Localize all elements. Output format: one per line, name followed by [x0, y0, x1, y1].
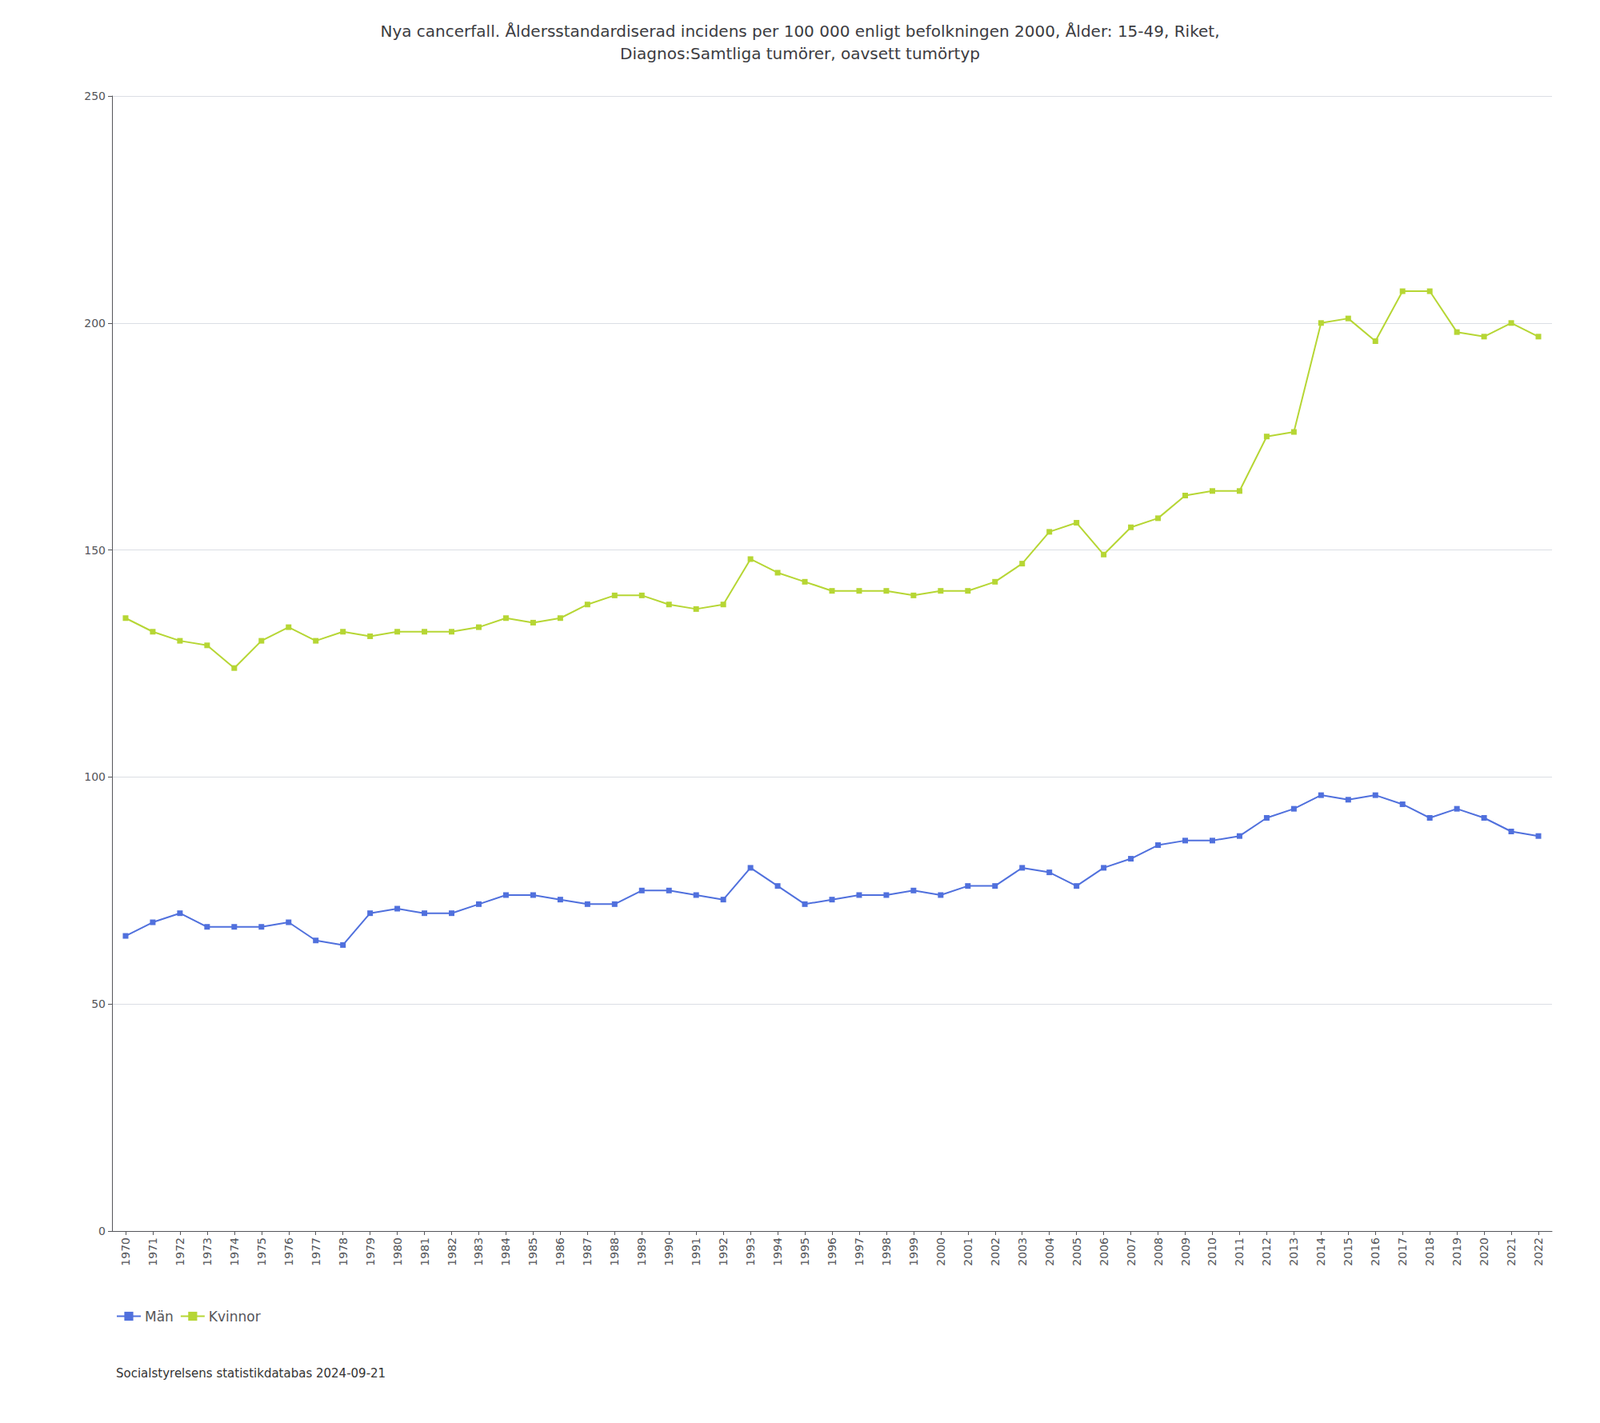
svg-text:1988: 1988: [608, 1237, 621, 1267]
svg-text:2014: 2014: [1314, 1237, 1328, 1267]
svg-text:1975: 1975: [255, 1237, 268, 1267]
svg-text:2012: 2012: [1260, 1237, 1273, 1267]
svg-text:2020: 2020: [1477, 1237, 1491, 1267]
svg-text:1971: 1971: [146, 1237, 160, 1267]
svg-text:2016: 2016: [1368, 1237, 1382, 1267]
svg-text:1989: 1989: [635, 1237, 648, 1267]
svg-text:2000: 2000: [934, 1237, 948, 1267]
svg-text:1997: 1997: [852, 1237, 866, 1267]
svg-text:1980: 1980: [391, 1237, 404, 1267]
svg-text:1992: 1992: [716, 1237, 730, 1267]
svg-text:2021: 2021: [1504, 1237, 1518, 1267]
svg-text:100: 100: [84, 770, 106, 784]
svg-text:1972: 1972: [173, 1237, 187, 1267]
svg-text:Socialstyrelsens statistikdata: Socialstyrelsens statistikdatabas 2024-0…: [116, 1366, 386, 1381]
svg-text:250: 250: [84, 89, 106, 103]
svg-text:2013: 2013: [1287, 1237, 1300, 1267]
svg-text:2006: 2006: [1097, 1237, 1111, 1267]
svg-text:1979: 1979: [364, 1237, 377, 1267]
svg-text:200: 200: [84, 316, 106, 330]
svg-text:2004: 2004: [1043, 1237, 1056, 1267]
svg-text:1983: 1983: [472, 1237, 485, 1267]
svg-text:1996: 1996: [825, 1237, 839, 1267]
svg-text:1977: 1977: [309, 1237, 323, 1267]
svg-text:1987: 1987: [580, 1237, 594, 1267]
svg-text:1981: 1981: [418, 1237, 432, 1267]
svg-text:Män: Män: [144, 1308, 174, 1325]
svg-text:2022: 2022: [1532, 1237, 1545, 1267]
svg-text:1985: 1985: [526, 1237, 540, 1267]
svg-text:1993: 1993: [744, 1237, 757, 1267]
svg-text:1973: 1973: [200, 1237, 214, 1267]
svg-text:2010: 2010: [1205, 1237, 1219, 1267]
svg-text:1991: 1991: [689, 1237, 703, 1267]
svg-text:1976: 1976: [282, 1237, 296, 1267]
svg-text:2015: 2015: [1341, 1237, 1355, 1267]
svg-text:2018: 2018: [1423, 1237, 1436, 1267]
svg-text:1986: 1986: [553, 1237, 567, 1267]
svg-text:1994: 1994: [771, 1237, 784, 1267]
svg-text:2019: 2019: [1450, 1237, 1464, 1267]
svg-text:2009: 2009: [1179, 1237, 1192, 1267]
svg-text:2001: 2001: [961, 1237, 975, 1267]
svg-text:1984: 1984: [499, 1237, 512, 1267]
svg-text:1998: 1998: [880, 1237, 893, 1267]
svg-text:2008: 2008: [1152, 1237, 1165, 1267]
svg-text:50: 50: [91, 997, 106, 1011]
svg-text:2017: 2017: [1396, 1237, 1409, 1267]
svg-text:2003: 2003: [1016, 1237, 1029, 1267]
svg-text:0: 0: [98, 1224, 106, 1238]
svg-text:2005: 2005: [1070, 1237, 1084, 1267]
svg-text:Diagnos:Samtliga tumörer, oavs: Diagnos:Samtliga tumörer, oavsett tumört…: [620, 44, 980, 64]
svg-text:150: 150: [84, 544, 106, 557]
svg-text:1995: 1995: [798, 1237, 812, 1267]
svg-text:2002: 2002: [988, 1237, 1002, 1267]
svg-text:2007: 2007: [1124, 1237, 1138, 1267]
svg-text:1974: 1974: [228, 1237, 241, 1267]
svg-text:Nya cancerfall. Åldersstandard: Nya cancerfall. Åldersstandardiserad inc…: [380, 21, 1220, 41]
svg-text:2011: 2011: [1232, 1237, 1246, 1267]
svg-text:1999: 1999: [907, 1237, 920, 1267]
svg-text:Kvinnor: Kvinnor: [208, 1308, 261, 1325]
svg-text:1982: 1982: [445, 1237, 459, 1267]
svg-text:1990: 1990: [662, 1237, 676, 1267]
svg-text:1970: 1970: [119, 1237, 132, 1267]
svg-text:1978: 1978: [336, 1237, 350, 1267]
